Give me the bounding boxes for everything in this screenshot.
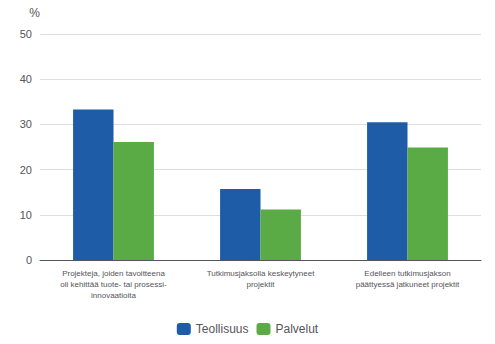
svg-text:projektit: projektit [246, 280, 275, 289]
svg-text:Projekteja, joiden tavoitteena: Projekteja, joiden tavoitteena [62, 269, 165, 278]
svg-text:oli kehittää tuote- tai proses: oli kehittää tuote- tai prosessi- [60, 280, 167, 289]
svg-text:30: 30 [20, 118, 32, 130]
svg-text:innovaatioita: innovaatioita [91, 291, 136, 300]
svg-text:0: 0 [26, 254, 32, 266]
svg-text:Palvelut: Palvelut [276, 322, 319, 336]
svg-text:10: 10 [20, 209, 32, 221]
svg-text:Teollisuus: Teollisuus [196, 322, 249, 336]
svg-text:Edelleen tutkimusjakson: Edelleen tutkimusjakson [364, 269, 450, 278]
svg-text:päättyessä jatkuneet projektit: päättyessä jatkuneet projektit [356, 280, 460, 289]
svg-text:%: % [29, 6, 40, 20]
svg-text:20: 20 [20, 164, 32, 176]
svg-text:40: 40 [20, 73, 32, 85]
svg-text:Tutkimusjaksolla keskeytyneet: Tutkimusjaksolla keskeytyneet [207, 269, 316, 278]
svg-text:50: 50 [20, 28, 32, 40]
